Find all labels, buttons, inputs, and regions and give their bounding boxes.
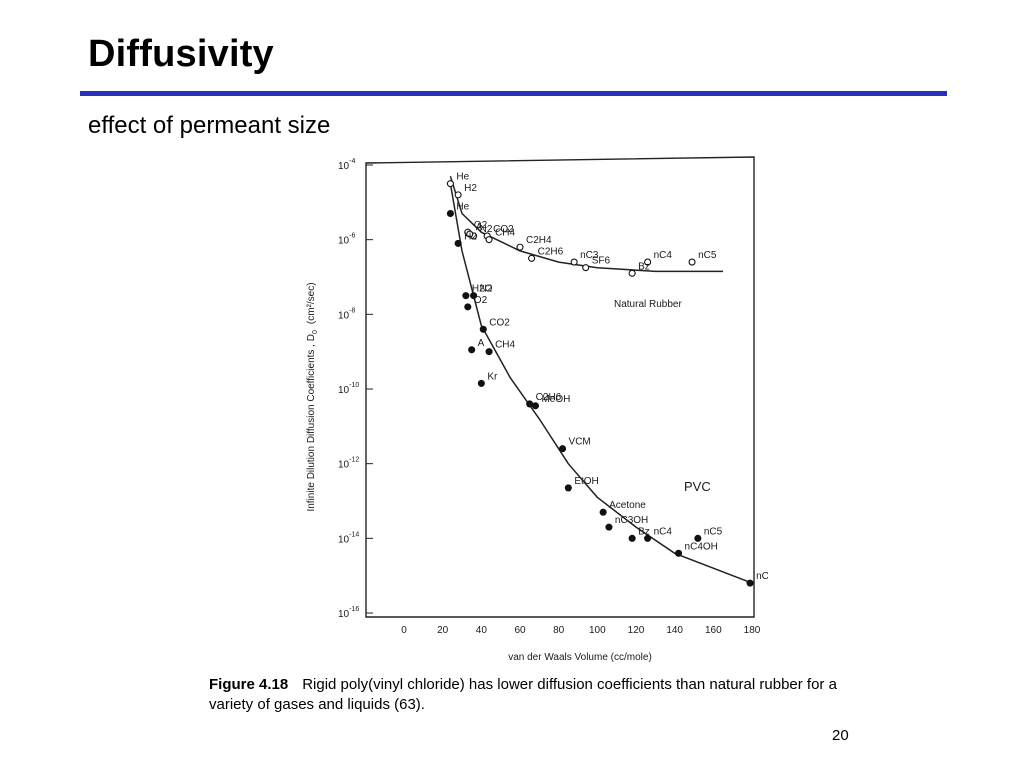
slide-subtitle: effect of permeant size (88, 112, 331, 139)
data-point (477, 379, 485, 387)
x-axis-label: van der Waals Volume (cc/mole) (508, 652, 652, 663)
data-point (688, 258, 696, 266)
data-point (531, 402, 540, 410)
y-tick-label: 10-6 (338, 233, 355, 247)
point-label: VCM (569, 437, 591, 448)
point-label: C2H6 (536, 392, 562, 403)
y-tick-label: 10-16 (338, 606, 359, 620)
point-label: EtOH (574, 476, 598, 487)
page-number: 20 (832, 727, 849, 744)
x-tick-label: 40 (476, 625, 488, 636)
point-label: SF6 (592, 256, 611, 267)
point-label: nC4OH (685, 541, 718, 552)
series-curve-1 (449, 175, 723, 273)
data-point (485, 236, 493, 244)
data-point (644, 534, 652, 542)
x-tick-label: 60 (514, 625, 526, 636)
x-tick-label: 20 (437, 625, 449, 636)
data-point (599, 508, 607, 516)
x-tick-label: 0 (401, 625, 407, 636)
point-label: nC5 (698, 250, 717, 261)
x-tick-label: 140 (666, 625, 683, 636)
caption-label: Figure 4.18 (209, 676, 289, 693)
data-point (605, 523, 613, 531)
series-name-natural-rubber: Natural Rubber (614, 299, 682, 310)
point-label: nC3OH (615, 515, 648, 526)
point-label: Acetone (609, 500, 646, 511)
point-label: CO2 (493, 224, 514, 235)
diffusivity-chart: 10-16 10-14 10-12 10-10 10-8 10-6 10-4 0 20 40 60 8… (306, 156, 775, 663)
data-point (628, 534, 636, 542)
point-label: Bz (638, 261, 650, 272)
point-label: nC6 (756, 571, 768, 582)
series-curve-2 (449, 183, 753, 584)
data-point (454, 191, 462, 199)
series-name-pvc: PVC (684, 479, 711, 494)
x-tick-label: 100 (589, 625, 606, 636)
point-label: C2H4 (526, 235, 552, 246)
data-point (454, 239, 462, 247)
data-point (746, 579, 754, 587)
data-point (479, 325, 487, 333)
point-label: A (476, 222, 483, 233)
point-label: Kr (487, 371, 498, 382)
data-point (558, 445, 567, 453)
y-tick-label: 10-14 (338, 531, 359, 545)
point-label: H2O (472, 284, 493, 295)
data-point (694, 534, 702, 542)
chart-figure: 10-16 10-14 10-12 10-10 10-8 10-6 10-4 0 20 40 60 8… (298, 155, 775, 670)
point-label: CO2 (489, 317, 510, 328)
y-tick-label: 10-4 (338, 158, 355, 172)
point-label: nC4 (654, 526, 673, 537)
x-tick-label: 120 (628, 625, 645, 636)
point-label: N2 (480, 224, 493, 235)
data-point (485, 348, 493, 356)
point-label: O2 (474, 220, 488, 231)
data-point (582, 264, 590, 272)
data-point (528, 254, 536, 262)
point-label: N2 (480, 284, 493, 295)
slide-title: Diffusivity (88, 33, 274, 75)
y-tick-label: 10-12 (338, 457, 359, 471)
point-label: He (456, 172, 469, 183)
x-tick-label: 160 (705, 625, 722, 636)
x-tick-label: 180 (744, 625, 761, 636)
point-label: Bz (638, 526, 650, 537)
data-point (462, 292, 470, 300)
point-label: nC5 (704, 526, 723, 537)
data-point (468, 346, 476, 354)
plot-frame (365, 156, 755, 618)
point-label: MeOH (541, 394, 570, 405)
point-label: A (478, 338, 485, 349)
data-point (644, 258, 652, 266)
title-rule (80, 91, 947, 96)
data-point (446, 209, 454, 218)
data-point (446, 180, 454, 188)
point-label: nC4 (654, 250, 673, 261)
data-point (564, 484, 572, 492)
data-point (470, 292, 478, 300)
data-point (570, 258, 578, 266)
point-label: H2 (464, 183, 477, 194)
point-label: He (456, 202, 469, 213)
point-label: O2 (474, 295, 488, 306)
data-point (466, 230, 474, 238)
data-point (628, 269, 636, 277)
caption-text: Rigid poly(vinyl chloride) has lower dif… (209, 676, 837, 713)
point-label: nC3 (580, 250, 599, 261)
point-label: CH4 (495, 340, 515, 351)
y-tick-label: 10-10 (338, 382, 359, 396)
figure-caption: Figure 4.18 Rigid poly(vinyl chloride) ha… (209, 675, 869, 715)
point-label: H2 (464, 231, 477, 242)
y-tick-label: 10-8 (338, 307, 355, 321)
x-tick-label: 80 (553, 625, 565, 636)
point-label: C2H6 (538, 246, 564, 257)
data-point (516, 243, 524, 251)
data-point (674, 549, 683, 557)
y-axis-label: Infinite Dilution Diffusion Coefficients… (306, 282, 319, 511)
data-point (464, 303, 472, 311)
point-label: CH4 (495, 228, 515, 239)
data-point (526, 400, 534, 408)
